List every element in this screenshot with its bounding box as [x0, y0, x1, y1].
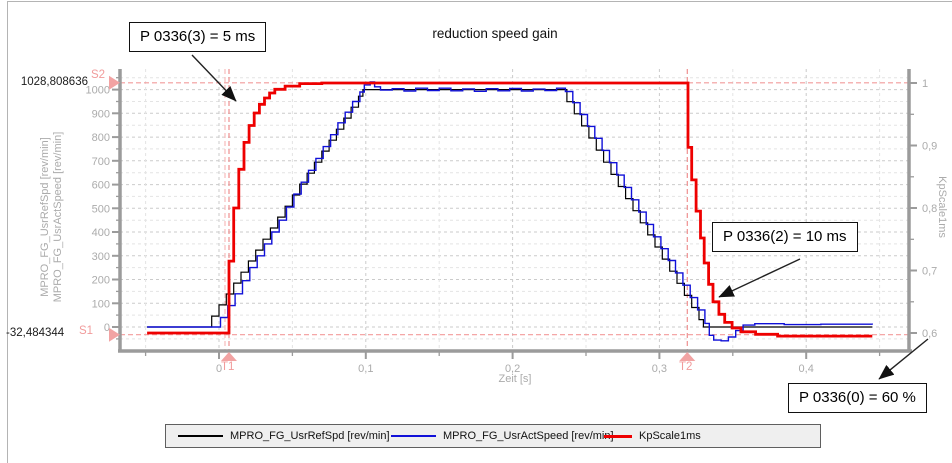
y-left-axis-title-line2: MPRO_FG_UsrActSpeed [rev/min]: [52, 131, 64, 303]
cursor-t2-label: T2: [679, 361, 693, 373]
legend-item-kpscale[interactable]: KpScale1ms: [604, 425, 701, 447]
series-kp-scale: [147, 81, 873, 338]
legend-label-refspd: MPRO_FG_UsrRefSpd [rev/min]: [230, 430, 390, 442]
series-act-speed: [147, 81, 873, 342]
y-left-tick-label: 400: [92, 227, 110, 239]
y-right-axis-title: KpScale1ms: [936, 176, 948, 238]
y-left-axis-title: MPRO_FG_UsrRefSpd [rev/min] MPRO_FG_UsrA…: [39, 67, 67, 367]
y-left-tick-label: 800: [92, 132, 110, 144]
y-right-tick-label: 0,6: [922, 328, 937, 340]
y-right-tick-label: 0,9: [922, 141, 937, 153]
y-right-tick-label: 0,7: [922, 266, 937, 278]
gridlines: [120, 69, 909, 351]
y-left-tick-label: 100: [92, 298, 110, 310]
annotation-ramp-down-time: P 0336(2) = 10 ms: [712, 222, 858, 252]
y-left-tick-label: 900: [92, 108, 110, 120]
legend-label-actspeed: MPRO_FG_UsrActSpeed [rev/min]: [443, 430, 614, 442]
y-left-tick-label: 300: [92, 251, 110, 263]
cursor-t1-label: T1: [221, 361, 235, 373]
cursor-s1-value: -32,484344: [6, 327, 65, 339]
cursor-t2-marker[interactable]: [679, 352, 696, 361]
cursor-s1-marker[interactable]: [109, 327, 120, 342]
annotation-gain-reduction: P 0336(0) = 60 %: [788, 383, 927, 413]
x-tick-label: 0: [216, 363, 222, 375]
annotation-arrow: [191, 54, 237, 102]
cursor-s2-label: S2: [91, 69, 106, 81]
cursor-s2-marker[interactable]: [109, 75, 120, 90]
chart-title: reduction speed gain: [432, 26, 558, 41]
y-right-tick-label: 1: [922, 78, 928, 90]
x-tick-label: 0,4: [799, 363, 814, 375]
legend-line-sample-actspeed: [391, 435, 436, 437]
y-left-tick-label: 700: [92, 156, 110, 168]
annotation-ramp-up-time: P 0336(3) = 5 ms: [129, 22, 267, 52]
y-left-axis-title-line1: MPRO_FG_UsrRefSpd [rev/min]: [39, 137, 51, 297]
legend-item-actspeed[interactable]: MPRO_FG_UsrActSpeed [rev/min]: [391, 425, 614, 447]
y-left-tick-label: 600: [92, 180, 110, 192]
legend-line-sample-refspd: [178, 435, 223, 437]
cursor-lines: [120, 69, 909, 351]
annotation-arrows: [191, 54, 929, 380]
legend-item-refspd[interactable]: MPRO_FG_UsrRefSpd [rev/min]: [178, 425, 390, 447]
legend-label-kpscale: KpScale1ms: [639, 430, 701, 442]
x-tick-label: 0,1: [358, 363, 373, 375]
annotation-arrow: [718, 258, 801, 298]
series-ref-speed: [147, 89, 873, 328]
cursor-s1-label: S1: [79, 325, 94, 337]
cursor-t1-marker[interactable]: [220, 352, 237, 361]
y-left-tick-label: 200: [92, 275, 110, 287]
legend: MPRO_FG_UsrRefSpd [rev/min] MPRO_FG_UsrA…: [165, 424, 821, 448]
cursor-markers: [109, 75, 696, 361]
x-tick-label: 0,3: [652, 363, 667, 375]
cursor-s2-value: 1028,808636: [20, 76, 88, 88]
x-tick-label: 0,2: [505, 363, 520, 375]
axes: [112, 69, 917, 359]
legend-line-sample-kpscale: [604, 434, 632, 438]
x-axis-title: Zeit [s]: [498, 373, 532, 385]
y-left-tick-label: 0: [104, 322, 110, 334]
annotation-arrow: [878, 338, 929, 380]
y-left-tick-label: 1000: [86, 85, 110, 97]
y-left-tick-label: 500: [92, 203, 110, 215]
y-right-tick-label: 0,8: [922, 203, 937, 215]
